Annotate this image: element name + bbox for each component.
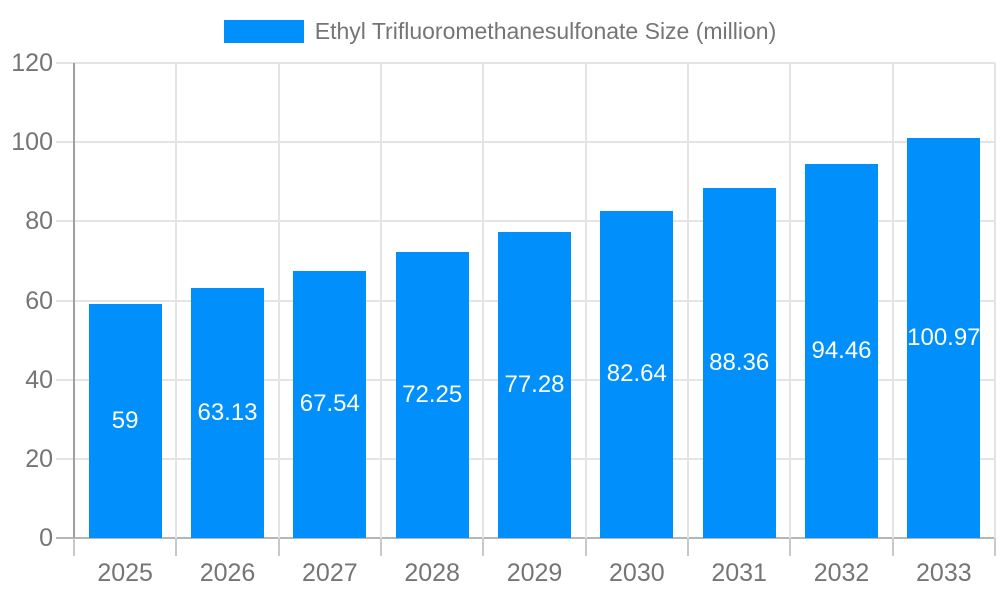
bar-value-label: 82.64 (606, 360, 667, 388)
x-axis-tick (482, 538, 485, 556)
y-tick-label: 100 (11, 128, 53, 157)
v-gridline (584, 63, 587, 538)
bar[interactable] (191, 288, 264, 538)
y-tick-label: 0 (39, 524, 53, 552)
legend-swatch-icon (223, 19, 304, 43)
v-gridline (380, 63, 382, 538)
y-tick-label: 80 (25, 207, 53, 236)
bar-value-label: 63.13 (197, 399, 258, 427)
bar[interactable] (600, 210, 674, 538)
y-tick-label: 60 (25, 286, 53, 315)
x-tick-label: 2033 (916, 559, 972, 587)
v-gridline (994, 63, 996, 538)
h-gridline (56, 141, 995, 144)
x-axis-tick (380, 538, 382, 556)
x-axis-tick (687, 538, 689, 556)
v-gridline (891, 63, 894, 538)
chart-legend: Ethyl Trifluoromethanesulfonate Size (mi… (0, 16, 1000, 46)
h-gridline (56, 220, 995, 223)
x-tick-label: 2028 (404, 559, 460, 587)
bar[interactable] (88, 304, 162, 538)
bar-value-label: 100.97 (907, 324, 981, 352)
x-axis-tick (175, 538, 178, 556)
x-axis-tick (789, 538, 792, 556)
bar-value-label: 59 (111, 407, 139, 435)
v-gridline (277, 63, 280, 538)
bar[interactable] (702, 188, 776, 538)
x-axis-line (56, 537, 995, 539)
x-axis-tick (584, 538, 587, 556)
x-tick-label: 2027 (302, 559, 358, 587)
y-tick-label: 40 (25, 365, 53, 394)
v-gridline (687, 63, 689, 538)
v-gridline (175, 63, 178, 538)
bar[interactable] (907, 138, 981, 538)
y-tick-label: 120 (11, 49, 53, 77)
y-axis-line (73, 63, 75, 538)
bar-value-label: 77.28 (504, 371, 565, 399)
v-gridline (789, 63, 792, 538)
x-tick-label: 2032 (813, 559, 870, 587)
legend-label: Ethyl Trifluoromethanesulfonate Size (mi… (314, 18, 777, 44)
v-gridline (482, 63, 485, 538)
x-axis-tick (277, 538, 280, 556)
bar-value-label: 94.46 (811, 337, 872, 365)
bar[interactable] (395, 252, 469, 538)
bar[interactable] (805, 164, 878, 538)
h-gridline (56, 62, 995, 64)
x-tick-label: 2029 (506, 559, 563, 587)
x-axis-tick (891, 538, 894, 556)
legend-item[interactable]: Ethyl Trifluoromethanesulfonate Size (mi… (223, 16, 777, 46)
x-tick-label: 2031 (711, 559, 767, 587)
bar[interactable] (498, 232, 571, 538)
y-tick-label: 20 (25, 444, 53, 473)
bar-value-label: 88.36 (709, 349, 770, 377)
x-axis-tick (994, 538, 996, 556)
bar[interactable] (293, 270, 367, 538)
x-axis-tick (73, 538, 75, 556)
bar-value-label: 72.25 (402, 381, 463, 408)
bar-value-label: 67.54 (299, 390, 360, 418)
x-tick-label: 2025 (97, 559, 153, 587)
x-tick-label: 2026 (199, 559, 256, 587)
x-tick-label: 2030 (609, 559, 665, 587)
